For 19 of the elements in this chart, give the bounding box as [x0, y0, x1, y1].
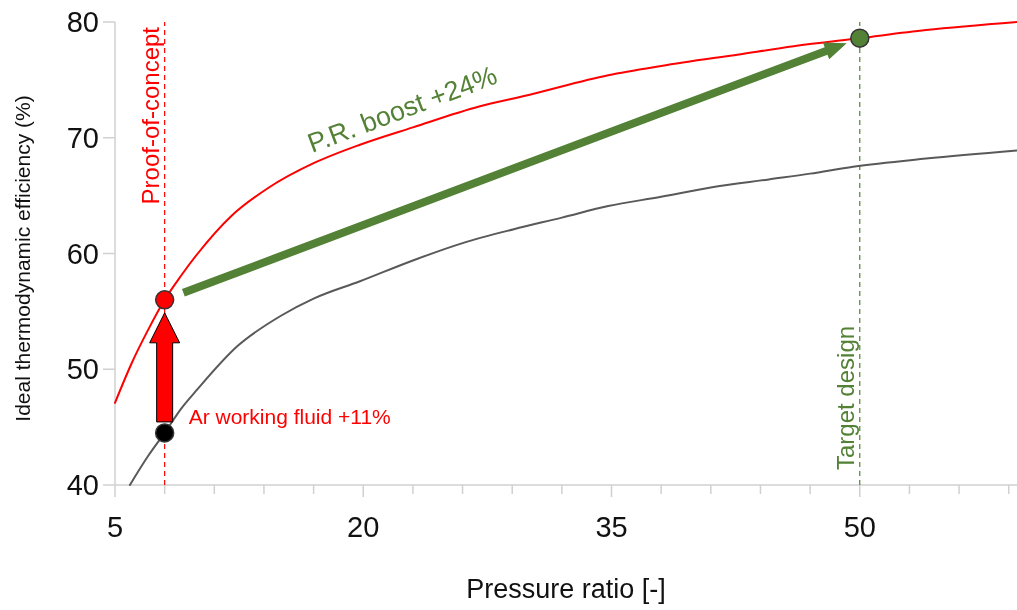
point: [850, 28, 870, 48]
x-axis-title: Pressure ratio [-]: [466, 574, 666, 604]
x-tick-label: 35: [595, 511, 628, 543]
y-tick-label: 60: [66, 237, 99, 270]
y-tick-label: 70: [66, 121, 99, 154]
ref-line-label: Proof-of-concept: [136, 26, 164, 205]
x-tick-label: 50: [843, 511, 876, 543]
annotation: Ar working fluid +11%: [188, 404, 391, 428]
y-axis-title: Ideal thermodynamic efficiency (%): [11, 95, 34, 422]
y-tick-label: 40: [66, 469, 99, 502]
x-tick-label: 5: [106, 511, 124, 543]
point: [154, 290, 175, 310]
point: [154, 423, 175, 443]
y-tick-label: 50: [66, 353, 99, 386]
y-tick-label: 80: [66, 6, 99, 39]
ref-line-label: Target design: [831, 325, 859, 470]
annotation: P.R. boost +24%: [303, 60, 502, 159]
x-tick-label: 20: [347, 511, 380, 543]
line-series: [114, 21, 1017, 404]
